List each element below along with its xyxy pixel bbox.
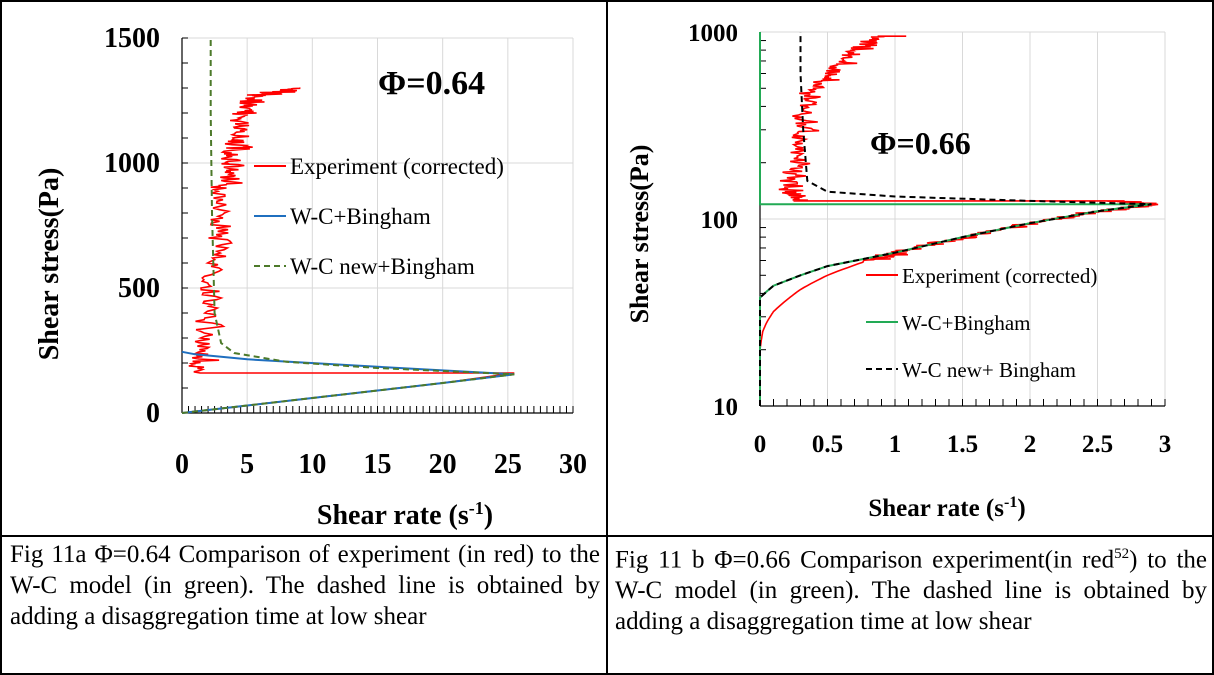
legend-label-1: Experiment (corrected) (902, 264, 1097, 288)
caption-left: Fig 11a Φ=0.64 Comparison of experiment … (10, 541, 600, 630)
chart-b-ylabel: Shear stress(Pa) (625, 145, 654, 324)
x-tick-label: 0 (175, 449, 189, 480)
chart-b-series (759, 32, 1159, 406)
series-line-1 (181, 87, 515, 414)
chart-phi-064: 0 5 10 15 20 25 30 0 500 1000 1500 Φ=0.64 Experime… (34, 23, 587, 531)
y-tick-label: 1000 (688, 20, 738, 47)
chart-b-xlabel-main: Shear rate (s (868, 495, 1004, 522)
chart-b-xlabel-close: ) (1017, 495, 1025, 522)
y-tick-label: 0 (146, 398, 160, 429)
caption-right-part2: ) to the W-C model (in green). The dashe… (615, 546, 1207, 636)
x-tick-label: 30 (559, 449, 587, 480)
chart-a-xlabel-sup: -1 (469, 498, 484, 518)
chart-b-xlabel-sup: -1 (1004, 494, 1017, 511)
chart-a-xlabel: Shear rate (s-1) (317, 498, 493, 531)
y-tick-label: 100 (701, 207, 739, 234)
chart-a-ticks: 0 5 10 15 20 25 30 0 500 1000 1500 (104, 23, 587, 480)
y-tick-label: 500 (118, 273, 160, 304)
x-tick-label: 15 (364, 449, 392, 480)
chart-b-xlabel: Shear rate (s-1) (868, 494, 1025, 522)
y-tick-label: 10 (713, 394, 738, 421)
y-tick-label: 1500 (104, 23, 160, 54)
series-line-1 (759, 35, 1159, 350)
series-line-3 (759, 32, 1152, 406)
chart-a-grid (182, 37, 574, 413)
x-tick-label: 1 (889, 431, 902, 458)
x-tick-label: 0.5 (812, 431, 843, 458)
chart-phi-066: 0 0.5 1 1.5 2 2.5 3 10 100 1000 Φ=0.66 Experiment… (625, 20, 1171, 522)
x-tick-label: 20 (429, 449, 457, 480)
x-tick-label: 2 (1024, 431, 1037, 458)
series-line-2 (181, 350, 515, 414)
legend-label-3: W-C new+Bingham (290, 254, 475, 279)
chart-a-xlabel-main: Shear rate (s (317, 500, 469, 531)
chart-a-xlabel-close: ) (484, 500, 493, 531)
chart-b-grid (760, 31, 1166, 406)
x-tick-label: 2.5 (1082, 431, 1113, 458)
y-tick-label: 1000 (104, 148, 160, 179)
x-tick-label: 5 (240, 449, 254, 480)
chart-b-title: Φ=0.66 (870, 125, 971, 161)
caption-right-part1: Fig 11 b Φ=0.66 Comparison experiment(in… (615, 546, 1115, 574)
chart-a-title: Φ=0.64 (378, 65, 485, 102)
legend-label-1: Experiment (corrected) (290, 154, 504, 179)
x-tick-label: 3 (1159, 431, 1172, 458)
x-tick-label: 10 (298, 449, 326, 480)
chart-a-ylabel: Shear stress(Pa) (34, 168, 65, 361)
legend-label-3: W-C new+ Bingham (902, 358, 1076, 382)
x-tick-label: 0 (754, 431, 767, 458)
chart-b-legend: Experiment (corrected) W-C+Bingham W-C new… (866, 264, 1097, 382)
caption-right-ref: 52 (1114, 546, 1130, 562)
legend-label-2: W-C+Bingham (290, 204, 431, 229)
x-tick-label: 25 (494, 449, 522, 480)
chart-b-ticks: 0 0.5 1 1.5 2 2.5 3 10 100 1000 (688, 20, 1171, 458)
chart-a-series (181, 38, 515, 414)
caption-right: Fig 11 b Φ=0.66 Comparison experiment(in… (615, 539, 1207, 637)
series-line-3 (181, 38, 515, 414)
chart-a-legend: Experiment (corrected) W-C+Bingham W-C new… (254, 154, 504, 279)
x-tick-label: 1.5 (947, 431, 978, 458)
legend-label-2: W-C+Bingham (902, 311, 1031, 335)
